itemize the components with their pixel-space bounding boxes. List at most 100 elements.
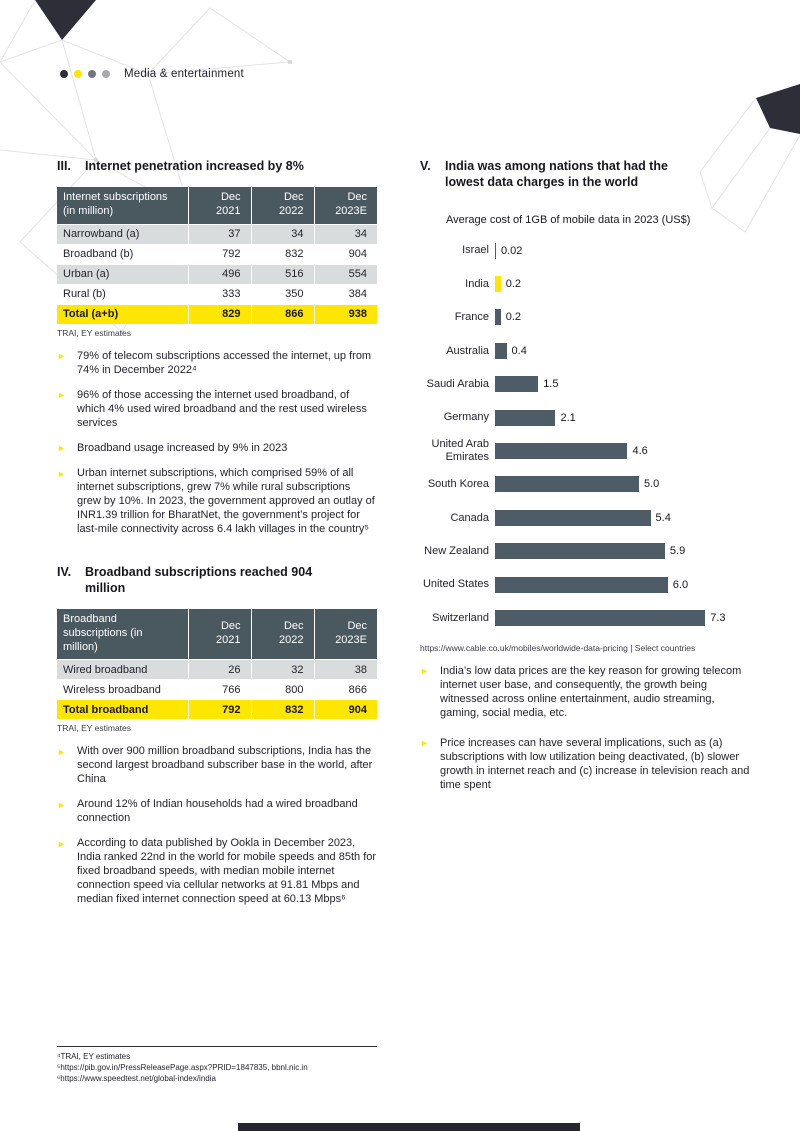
chart-bar-wrap: 5.0: [495, 476, 752, 493]
section-5-bullets: ► India’s low data prices are the key re…: [420, 664, 752, 792]
bullet-arrow-icon: ►: [57, 838, 66, 849]
chart-row: Switzerland 7.3: [420, 601, 752, 634]
chart-bar-wrap: 6.0: [495, 576, 752, 593]
value-cell: 350: [250, 283, 314, 304]
footnotes: ⁴TRAI, EY estimates ⁵https://pib.gov.in/…: [57, 1046, 377, 1084]
bullet-arrow-icon: ►: [420, 666, 429, 677]
bullet-item: ► Urban internet subscriptions, which co…: [57, 466, 377, 536]
chart-category-label: Australia: [446, 344, 489, 357]
row-label-cell: Urban (a): [57, 263, 188, 284]
chart-title: Average cost of 1GB of mobile data in 20…: [446, 214, 691, 226]
section-5-number: V.: [420, 159, 431, 173]
bullet-item: ► Broadband usage increased by 9% in 202…: [57, 441, 377, 456]
chart-value-label: 0.2: [505, 311, 522, 324]
chart-bar-wrap: 0.02: [495, 242, 752, 259]
value-cell: 554: [313, 263, 377, 284]
bullet-item: ► With over 900 million broadband subscr…: [57, 744, 377, 786]
bullet-text: Price increases can have several implica…: [440, 736, 750, 791]
bullet-text: With over 900 million broadband subscrip…: [77, 745, 373, 786]
bullet-text: 79% of telecom subscriptions accessed th…: [77, 349, 372, 376]
section-3-title: Internet penetration increased by 8%: [85, 159, 304, 173]
row-label-cell: Total broadband: [57, 699, 188, 720]
page-header: Media & entertainment: [60, 68, 244, 80]
col-header: Internet subscriptions (in million): [57, 187, 188, 224]
chart-bar: [495, 309, 501, 326]
bullet-text: India’s low data prices are the key reas…: [440, 664, 742, 719]
bullet-arrow-icon: ►: [57, 746, 66, 757]
chart-bar: [495, 609, 706, 626]
value-cell: 866: [313, 679, 377, 700]
value-cell: 904: [313, 699, 377, 720]
value-cell: 829: [187, 303, 251, 324]
corner-shape-topright: [756, 84, 800, 134]
chart-bar-wrap: 5.4: [495, 509, 752, 526]
chart-bar: [495, 342, 507, 359]
chart-source: https://www.cable.co.uk/mobiles/worldwid…: [420, 642, 696, 653]
value-cell: 792: [187, 243, 251, 264]
chart-value-label: 5.9: [669, 545, 686, 558]
bullet-item: ► Price increases can have several impli…: [420, 736, 752, 792]
value-cell: 32: [250, 659, 314, 680]
table-row: Narrowband (a) 37 34 34: [57, 223, 377, 244]
value-cell: 34: [313, 223, 377, 244]
row-label-cell: Wireless broadband: [57, 679, 188, 700]
chart-category-label: South Korea: [427, 478, 489, 491]
chart-bar-wrap: 7.3: [495, 609, 752, 626]
col-header: Dec 2023E: [313, 187, 377, 224]
footnote-line: ⁴TRAI, EY estimates: [57, 1052, 131, 1061]
bullet-arrow-icon: ►: [57, 351, 66, 361]
value-cell: 800: [250, 679, 314, 700]
chart-value-label: 2.1: [560, 411, 576, 424]
col-header: Dec 2023E: [313, 609, 377, 660]
table-row: Wireless broadband 766 800 866: [57, 679, 377, 700]
section-4-number: IV.: [57, 565, 72, 579]
table-row: Rural (b) 333 350 384: [57, 283, 377, 304]
chart-row: South Korea 5.0: [420, 468, 752, 501]
table-row: Urban (a) 496 516 554: [57, 263, 377, 284]
header-dot: [88, 70, 96, 78]
table-total-row: Total broadband 792 832 904: [57, 699, 377, 720]
footnote-line: ⁶https://www.speedtest.net/global-index/…: [57, 1074, 216, 1083]
header-dot: [74, 70, 82, 78]
value-cell: 904: [313, 243, 377, 264]
chart-value-label: 0.4: [511, 344, 527, 357]
col-header: Dec 2021: [187, 609, 251, 660]
bullet-arrow-icon: ►: [57, 443, 66, 453]
value-cell: 38: [313, 659, 377, 680]
value-cell: 26: [187, 659, 251, 680]
section-5-heading: V. India was among nations that had the …: [420, 158, 752, 190]
value-cell: 766: [187, 679, 251, 700]
page-tag-label: Media & entertainment: [124, 68, 244, 80]
row-label-cell: Wired broadband: [57, 659, 188, 680]
internet-subscriptions-table: Internet subscriptions (in million) Dec …: [57, 187, 377, 324]
value-cell: 384: [313, 283, 377, 304]
row-label-cell: Narrowband (a): [57, 223, 188, 244]
bullet-text: According to data published by Ookla in …: [77, 837, 377, 906]
chart-bar-wrap: 0.2: [495, 276, 752, 293]
right-column: V. India was among nations that had the …: [420, 158, 752, 808]
chart-row: France 0.2: [420, 301, 752, 334]
section-4-heading: IV. Broadband subscriptions reached 904 …: [57, 564, 377, 596]
chart-category-label: France: [454, 311, 489, 324]
bullet-item: ► According to data published by Ookla i…: [57, 836, 377, 906]
data-cost-chart: Israel 0.02 India 0.2 France 0.2 Australia 0.4 S…: [420, 234, 752, 635]
value-cell: 792: [187, 699, 251, 720]
chart-category-label: United Arab Emirates: [431, 438, 489, 464]
bullet-text: 96% of those accessing the internet used…: [77, 388, 367, 429]
chart-bar: [495, 443, 628, 460]
left-column: III. Internet penetration increased by 8…: [57, 158, 377, 917]
chart-bar-wrap: 4.6: [495, 443, 752, 460]
chart-value-label: 6.0: [672, 578, 689, 591]
chart-category-label: Canada: [450, 511, 489, 524]
table-total-row: Total (a+b) 829 866 938: [57, 303, 377, 324]
bullet-arrow-icon: ►: [57, 468, 66, 479]
value-cell: 34: [250, 223, 314, 244]
chart-row: Germany 2.1: [420, 401, 752, 434]
chart-category-label: India: [465, 277, 489, 290]
chart-bar: [495, 409, 556, 426]
chart-bar-wrap: 5.9: [495, 543, 752, 560]
chart-row: India 0.2: [420, 267, 752, 300]
row-label-cell: Broadband (b): [57, 243, 188, 264]
col-header: Dec 2021: [187, 187, 251, 224]
table-row: Wired broadband 26 32 38: [57, 659, 377, 680]
